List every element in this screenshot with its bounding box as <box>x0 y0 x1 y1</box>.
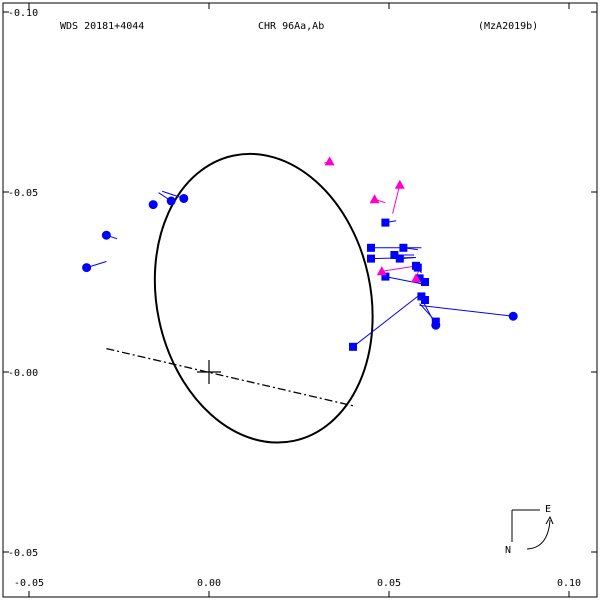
observation-square <box>421 278 429 286</box>
observation-circle <box>82 263 92 273</box>
observation-circle <box>101 230 111 240</box>
observation-square <box>390 251 399 259</box>
residual-line <box>419 304 514 317</box>
observation-square <box>367 243 375 252</box>
orbit-layer <box>106 152 374 444</box>
x-tick-label: 0.00 <box>197 578 221 589</box>
residual-line <box>352 293 422 348</box>
observation-square <box>415 274 424 283</box>
observation-circle <box>166 196 176 206</box>
y-tick-label: -0.10 <box>8 8 38 19</box>
compass-rotation-arc <box>526 519 551 550</box>
observation-triangle <box>411 273 421 283</box>
x-tick-label: 0.05 <box>377 578 401 589</box>
observation-square <box>367 254 375 263</box>
observation-square <box>431 317 440 326</box>
wds-identifier: WDS 20181+4044 <box>60 21 144 32</box>
compass-arrow-icon <box>545 515 554 525</box>
line-of-nodes <box>106 347 355 407</box>
x-tick-label: 0.10 <box>557 578 581 589</box>
observation-square <box>349 342 357 351</box>
orbit-reference: (MzA2019b) <box>478 21 538 32</box>
observation-triangle <box>376 266 387 276</box>
marker-layer <box>82 156 518 351</box>
tick-marks <box>3 3 597 597</box>
observation-square <box>395 254 404 263</box>
orbit-ellipse <box>153 152 374 444</box>
observation-triangle <box>369 194 380 204</box>
y-tick-label: -0.05 <box>8 548 38 559</box>
observation-circle <box>148 200 158 210</box>
residual-line <box>385 276 422 285</box>
compass-east-label: E <box>545 504 551 515</box>
observation-square <box>421 296 429 304</box>
primary-layer <box>197 360 221 384</box>
compass: E N <box>505 504 554 556</box>
observation-square <box>381 218 390 227</box>
residual-line <box>381 265 418 272</box>
pair-name: CHR 96Aa,Ab <box>258 21 324 32</box>
x-tick-label: -0.05 <box>14 578 44 589</box>
observation-square <box>381 272 390 281</box>
observation-triangle <box>324 156 335 166</box>
observation-square <box>399 243 408 252</box>
compass-north-label: N <box>505 545 511 556</box>
residual-line <box>392 184 401 214</box>
observation-circle <box>179 193 189 203</box>
y-tick-label: -0.00 <box>8 368 38 379</box>
observation-circle <box>508 311 518 321</box>
observation-triangle <box>394 179 405 189</box>
observation-square <box>413 263 422 272</box>
y-tick-label: -0.05 <box>8 188 38 199</box>
